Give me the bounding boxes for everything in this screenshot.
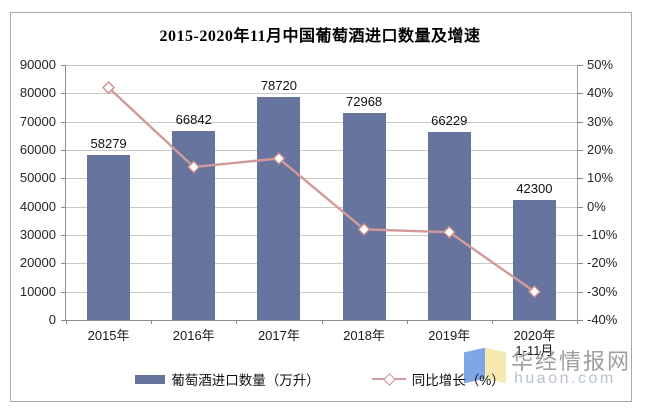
left-axis-tick <box>61 206 66 208</box>
bar-swatch-icon <box>135 374 166 384</box>
growth-line <box>102 81 541 299</box>
left-axis-label: 30000 <box>19 227 56 242</box>
left-axis-tick <box>61 150 66 151</box>
bar-value-label: 42300 <box>516 181 553 197</box>
watermark-site-name: 华经情报网 <box>511 349 632 374</box>
right-axis-label: -10% <box>587 227 618 242</box>
left-axis-tick <box>61 263 66 265</box>
x-axis-tick <box>406 320 408 324</box>
left-axis-label: 10000 <box>19 283 56 299</box>
gridline <box>66 150 577 151</box>
right-axis-tick <box>577 235 583 236</box>
right-axis-tick <box>577 178 583 180</box>
gridline <box>66 65 577 66</box>
right-axis-label: 20% <box>587 142 614 157</box>
right-axis-label: 0% <box>587 198 606 214</box>
bar-value-label: 72968 <box>346 94 383 110</box>
left-axis-tick <box>61 320 66 321</box>
line-point-marker <box>272 152 286 165</box>
left-axis-label: 90000 <box>19 57 56 72</box>
right-axis-tick <box>577 150 583 151</box>
gridline <box>66 93 577 95</box>
watermark-site-url: huaon.com <box>514 370 616 387</box>
gridline <box>66 206 577 208</box>
right-axis-label: -40% <box>587 312 618 327</box>
left-axis-label: 80000 <box>19 85 56 101</box>
x-axis-label: 2018年 <box>343 328 386 343</box>
left-axis-tick <box>61 65 66 66</box>
right-axis-tick <box>577 121 583 123</box>
line-point-marker <box>187 160 201 174</box>
x-axis-tick <box>236 320 238 324</box>
plot-area: 0 10000 20000 30000 40000 50000 60000 70000 8000… <box>20 57 618 358</box>
right-axis-label: -30% <box>587 283 618 299</box>
x-axis-label: 2017年 <box>257 328 300 343</box>
right-axis-tick <box>577 206 583 208</box>
left-axis-label: 50000 <box>19 170 56 186</box>
line-diamond-icon <box>371 373 406 386</box>
chart-title: 2015-2020年11月中国葡萄酒进口数量及增速 <box>159 28 481 45</box>
x-axis-tick <box>151 320 153 324</box>
x-axis-label: 2016年 <box>172 328 215 343</box>
bar-value-label: 66229 <box>431 113 468 129</box>
line-point-marker <box>442 225 456 239</box>
right-axis-label: 10% <box>587 170 614 186</box>
legend-item-growth: 同比增长（%） <box>371 369 505 389</box>
line-point-marker <box>357 222 371 236</box>
gridline <box>66 291 577 293</box>
gridline <box>66 178 577 180</box>
legend-label-imports: 葡萄酒进口数量（万升） <box>171 373 320 388</box>
legend: 葡萄酒进口数量（万升） 同比增长（%） <box>10 369 630 389</box>
bar-2017年 <box>257 96 301 320</box>
left-axis-tick <box>61 235 66 236</box>
line-point-marker <box>527 285 541 299</box>
left-axis-tick <box>61 178 66 180</box>
right-axis-tick <box>577 263 583 265</box>
right-axis-tick <box>577 93 583 95</box>
right-axis-label: -20% <box>587 255 618 271</box>
right-axis-tick <box>577 320 583 321</box>
left-axis-label: 60000 <box>19 142 56 157</box>
x-axis-tick <box>577 320 578 324</box>
right-axis-tick <box>577 65 583 66</box>
right-axis-label: 30% <box>587 113 614 129</box>
left-axis-label: 0 <box>48 312 56 327</box>
bar-value-label: 58279 <box>90 135 127 151</box>
left-axis-tick <box>61 121 66 123</box>
legend-item-imports: 葡萄酒进口数量（万升） <box>135 369 320 389</box>
x-axis-tick <box>321 320 323 324</box>
left-axis-tick <box>61 291 66 293</box>
right-axis-label: 40% <box>587 85 614 101</box>
bar-value-label: 78720 <box>260 77 297 93</box>
left-axis-label: 70000 <box>19 113 56 129</box>
left-axis-label: 20000 <box>19 255 56 271</box>
x-axis-label: 2019年 <box>428 328 471 343</box>
x-axis-tick <box>66 320 67 324</box>
left-axis-label: 40000 <box>19 198 56 214</box>
gridline <box>66 263 577 265</box>
right-axis-tick <box>577 291 583 293</box>
line-point-marker <box>102 81 116 95</box>
legend-label-growth: 同比增长（%） <box>411 373 505 388</box>
gridline <box>66 121 577 123</box>
x-axis-sublabel: 1-11月 <box>515 343 554 358</box>
bar-value-label: 66842 <box>175 111 212 127</box>
x-axis-label: 2015年 <box>87 328 130 343</box>
bar-2015年 <box>87 154 131 320</box>
right-axis-label: 50% <box>587 57 614 72</box>
bar-2020年 <box>512 200 556 320</box>
gridline <box>66 235 577 236</box>
x-axis-label: 2020年 1-11月 <box>492 328 577 358</box>
left-axis-tick <box>61 93 66 95</box>
x-axis-tick <box>491 320 493 324</box>
